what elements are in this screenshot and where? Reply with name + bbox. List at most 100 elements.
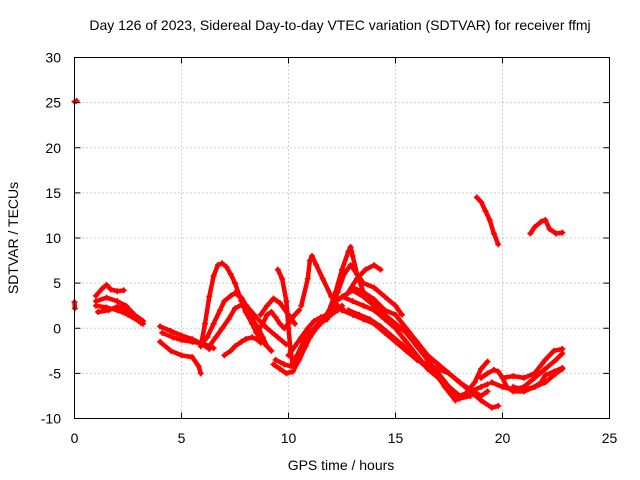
data-point <box>242 305 249 312</box>
data-point <box>159 329 166 336</box>
x-tick-label: 0 <box>71 430 79 446</box>
series-trace-c <box>92 281 127 299</box>
data-point <box>553 230 559 237</box>
data-point <box>300 338 307 345</box>
data-point <box>478 198 485 205</box>
data-point <box>281 361 288 368</box>
series-line <box>93 282 126 299</box>
data-point <box>347 244 354 251</box>
data-point <box>388 332 395 339</box>
data-point <box>232 305 238 312</box>
data-point <box>285 352 292 359</box>
data-point <box>353 275 360 282</box>
data-point <box>189 354 196 361</box>
data-point <box>169 334 176 341</box>
data-point <box>285 325 292 332</box>
data-point <box>264 325 271 332</box>
data-point <box>345 307 352 314</box>
data-point <box>531 224 538 231</box>
data-point <box>103 294 110 301</box>
y-tick-label: 20 <box>45 140 61 156</box>
data-point <box>114 303 121 310</box>
data-point <box>527 230 534 237</box>
data-point <box>291 311 298 318</box>
data-point <box>478 365 485 372</box>
data-point <box>296 356 303 363</box>
series-trace-ag <box>510 364 566 393</box>
y-tick-label: -10 <box>41 411 61 427</box>
data-point <box>392 325 399 332</box>
data-point <box>167 327 174 334</box>
data-point <box>317 320 324 327</box>
data-point <box>484 381 491 388</box>
data-point <box>559 229 566 236</box>
data-point <box>482 207 489 214</box>
data-point <box>210 320 217 327</box>
data-point <box>294 352 301 359</box>
data-point <box>221 298 228 305</box>
data-point <box>105 307 112 314</box>
data-point <box>270 295 277 302</box>
data-point <box>478 392 485 399</box>
x-tick-label: 10 <box>281 430 297 446</box>
data-point <box>304 275 311 282</box>
data-point <box>347 262 354 269</box>
data-point <box>306 257 313 264</box>
data-point <box>349 298 356 305</box>
data-point <box>99 285 106 292</box>
data-point <box>276 320 283 327</box>
data-point <box>227 292 234 299</box>
y-tick-label: 25 <box>45 95 61 111</box>
data-point <box>381 307 388 314</box>
data-point <box>298 302 305 309</box>
series-trace-f <box>92 294 146 325</box>
data-point <box>167 347 174 354</box>
x-tick-label: 15 <box>388 430 404 446</box>
data-point <box>356 311 363 318</box>
data-point <box>296 307 303 314</box>
data-point <box>242 336 249 343</box>
data-point <box>304 325 311 332</box>
data-point <box>202 320 209 327</box>
data-point <box>283 370 290 377</box>
data-point <box>490 366 497 373</box>
data-point <box>538 379 545 386</box>
data-point <box>441 383 448 390</box>
data-point <box>103 281 110 288</box>
data-point <box>274 334 281 341</box>
data-point <box>488 379 495 386</box>
data-point <box>276 365 283 372</box>
data-point <box>542 365 549 372</box>
data-point <box>345 248 352 255</box>
data-point <box>272 314 279 321</box>
data-point <box>178 336 185 343</box>
data-point <box>366 316 373 323</box>
data-point <box>349 284 356 291</box>
y-axis-label: SDTVAR / TECUs <box>5 182 21 294</box>
data-point <box>403 338 410 345</box>
data-point <box>197 370 204 377</box>
series-trace-ah <box>527 216 566 237</box>
data-point <box>510 373 517 380</box>
data-point <box>341 271 348 278</box>
y-tick-labels: -10 -5 0 5 10 15 20 25 30 <box>41 50 61 427</box>
data-point <box>157 323 164 330</box>
data-point <box>542 216 549 223</box>
data-point <box>264 302 271 309</box>
data-point <box>371 262 378 269</box>
data-point <box>92 298 99 305</box>
data-point <box>484 358 491 365</box>
data-point <box>238 294 245 301</box>
data-point <box>398 341 405 348</box>
data-point <box>217 307 224 314</box>
data-point <box>403 325 410 332</box>
data-point <box>332 298 339 305</box>
data-point <box>371 284 378 291</box>
series-trace-v <box>328 262 405 318</box>
data-point <box>559 346 566 353</box>
data-point <box>95 309 102 316</box>
data-point <box>538 218 545 225</box>
data-point <box>195 363 202 370</box>
data-point <box>283 298 290 305</box>
